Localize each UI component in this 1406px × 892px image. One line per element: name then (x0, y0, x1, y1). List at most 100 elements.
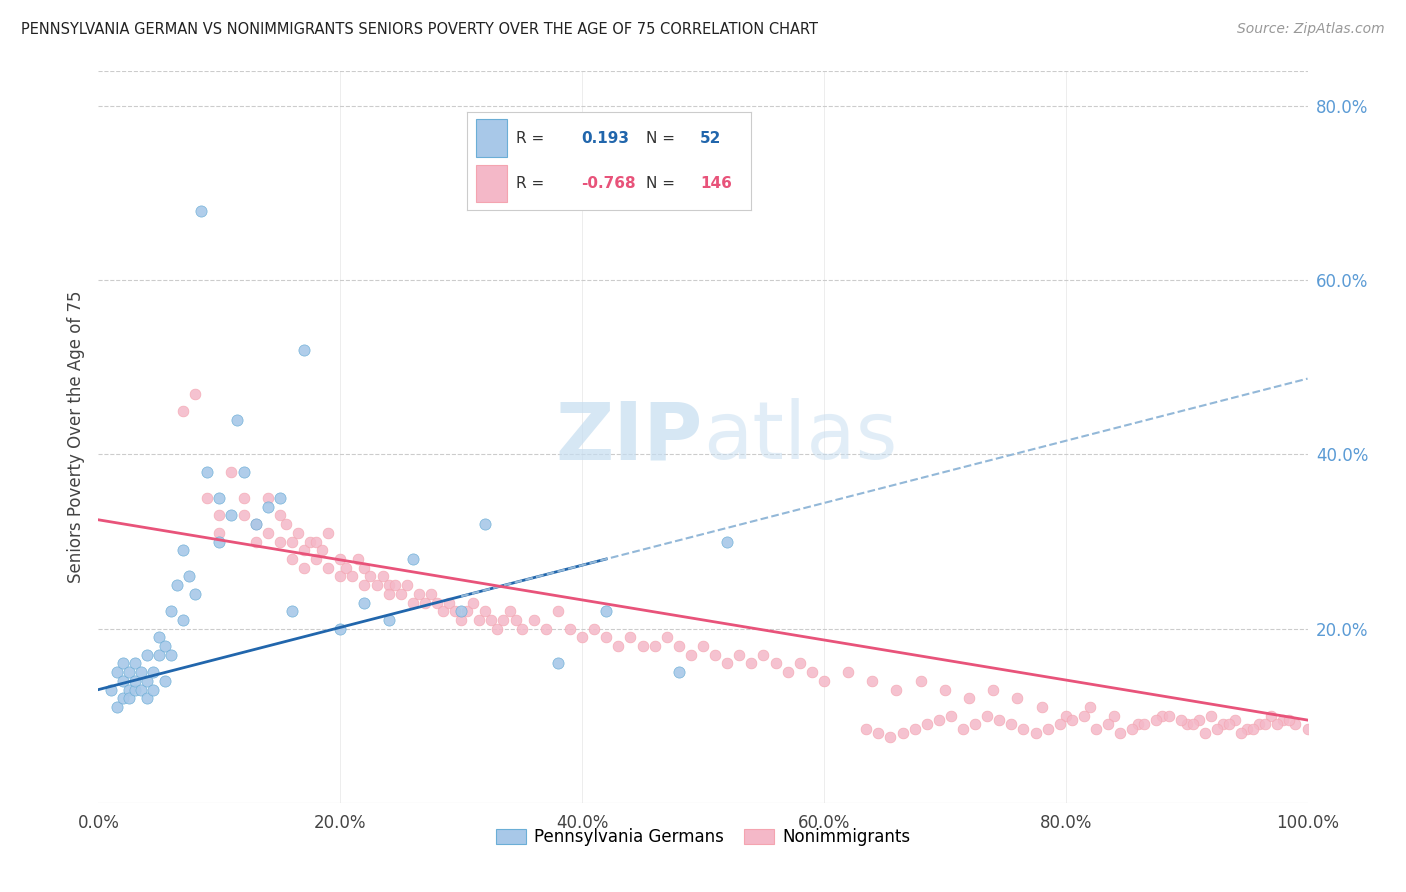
Point (456, 604, 478, 618)
Point (148, 648, 170, 662)
Point (190, 203, 212, 218)
Point (1000, 717, 1022, 731)
Point (837, 665, 859, 680)
Point (1296, 722, 1319, 736)
Point (468, 613, 491, 627)
Point (679, 648, 702, 662)
Point (655, 631, 678, 645)
Point (740, 657, 762, 671)
Point (1146, 713, 1168, 727)
Point (631, 639, 654, 653)
Point (353, 595, 375, 609)
Point (166, 578, 188, 592)
Point (208, 525, 231, 540)
Point (135, 648, 157, 662)
Point (105, 665, 128, 680)
Point (800, 665, 823, 680)
Point (153, 673, 176, 688)
Point (928, 713, 950, 727)
Point (571, 631, 593, 645)
Point (1194, 726, 1216, 740)
Point (1188, 713, 1211, 727)
Point (463, 595, 485, 609)
Point (232, 508, 254, 523)
Point (142, 682, 165, 697)
Point (450, 604, 472, 618)
Point (256, 491, 278, 505)
Point (124, 682, 146, 697)
Point (232, 491, 254, 505)
Point (1085, 722, 1108, 736)
Point (408, 587, 430, 601)
Point (450, 613, 472, 627)
Point (904, 722, 927, 736)
Point (886, 682, 908, 697)
Point (316, 560, 339, 574)
Point (1036, 722, 1059, 736)
Point (558, 622, 581, 636)
Point (934, 682, 956, 697)
Point (221, 465, 243, 479)
Point (274, 517, 297, 532)
Point (704, 648, 727, 662)
Point (256, 500, 278, 514)
Point (299, 534, 322, 549)
Point (474, 517, 496, 532)
Point (1284, 717, 1306, 731)
Text: PENNSYLVANIA GERMAN VS NONIMMIGRANTS SENIORS POVERTY OVER THE AGE OF 75 CORRELAT: PENNSYLVANIA GERMAN VS NONIMMIGRANTS SEN… (21, 22, 818, 37)
Point (1109, 726, 1132, 740)
Point (1199, 708, 1222, 723)
Point (184, 386, 207, 401)
Point (221, 508, 243, 523)
Point (1012, 722, 1035, 736)
Point (1212, 717, 1234, 731)
Point (335, 560, 357, 574)
Point (281, 552, 304, 566)
Point (305, 552, 328, 566)
Point (281, 604, 304, 618)
Point (910, 673, 932, 688)
Point (1073, 708, 1095, 723)
Point (1031, 700, 1053, 714)
Point (118, 665, 141, 680)
Point (595, 631, 617, 645)
Point (347, 552, 370, 566)
Point (1206, 722, 1229, 736)
Point (342, 569, 364, 583)
Point (486, 622, 509, 636)
Point (329, 552, 352, 566)
Point (776, 665, 799, 680)
Point (160, 604, 183, 618)
Point (1175, 717, 1198, 731)
Point (413, 595, 436, 609)
Point (492, 613, 515, 627)
Point (172, 613, 194, 627)
Point (868, 726, 890, 740)
Point (583, 622, 606, 636)
Point (1272, 713, 1295, 727)
Point (135, 691, 157, 706)
Point (547, 604, 569, 618)
Point (281, 534, 304, 549)
Point (118, 682, 141, 697)
Point (668, 639, 690, 653)
Point (1007, 691, 1029, 706)
Point (728, 648, 751, 662)
Point (129, 682, 152, 697)
Point (292, 560, 315, 574)
Point (1278, 713, 1301, 727)
Point (1024, 726, 1046, 740)
Point (498, 604, 520, 618)
Point (226, 412, 249, 426)
Point (305, 534, 328, 549)
Point (366, 578, 388, 592)
Point (444, 604, 467, 618)
Point (1128, 717, 1150, 731)
Point (789, 657, 811, 671)
Point (855, 722, 877, 736)
Point (105, 700, 128, 714)
Point (860, 673, 883, 688)
Point (481, 613, 503, 627)
Point (1049, 717, 1071, 731)
Point (534, 622, 557, 636)
